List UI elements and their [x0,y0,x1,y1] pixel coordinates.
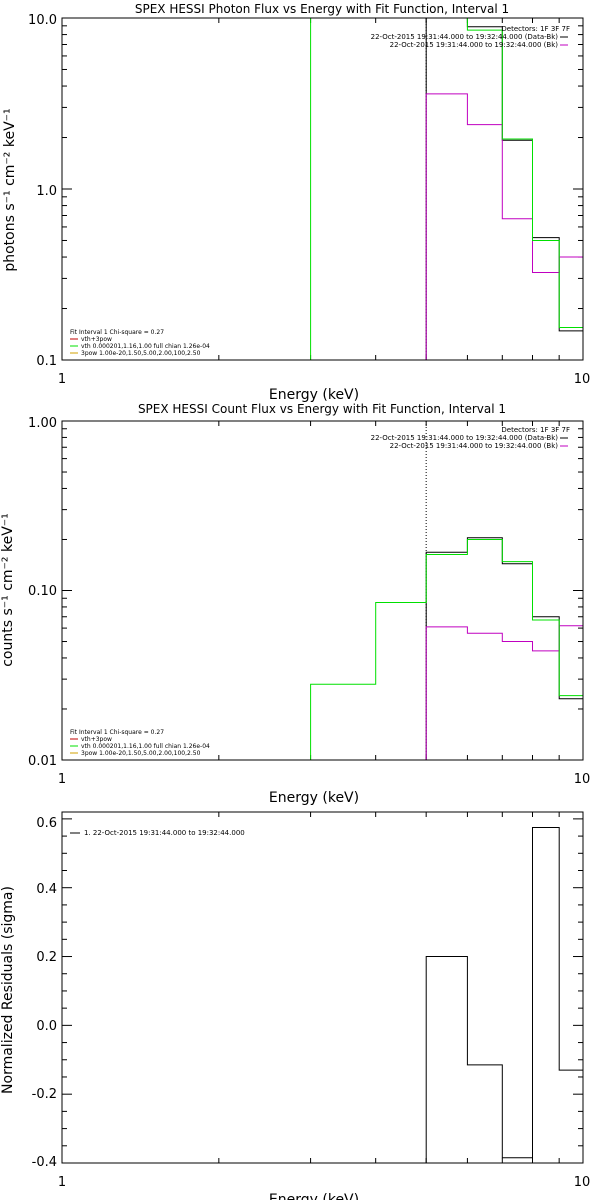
residuals-ytick-label: -0.4 [32,1155,57,1170]
photon-legend-model: vth+3pow [81,336,112,343]
count-annotation-detectors: Detectors: 1F 3F 7F [501,426,570,434]
count-annotation-bk: 22-Oct-2015 19:31:44.000 to 19:32:44.000… [390,442,559,450]
photon-ytick-label: 10.0 [28,13,57,28]
residuals-plot-frame [61,811,584,1164]
residuals-ytick-label: 0.0 [36,1019,57,1034]
count-x-axis-label: Energy (keV) [269,790,359,806]
residuals-y-axis-label: Normalized Residuals (sigma) [0,886,16,1094]
count-xtick-label: 1 [58,772,66,787]
count-y-axis-label: counts s⁻¹ cm⁻² keV⁻¹ [0,513,16,667]
count-background-series [425,625,584,760]
count-chart-title: SPEX HESSI Count Flux vs Energy with Fit… [138,402,506,416]
count-model-series [310,539,584,760]
photon-legend-fit-interval: Fit Interval 1 Chi-square = 0.27 [70,329,164,336]
count-legend-3pow: 3pow 1.00e-20,1.50,5.00,2.00,100,2.50 [81,750,201,757]
photon-xtick-label: 1 [58,372,66,387]
count-flux-panel: SPEX HESSI Count Flux vs Energy with Fit… [0,402,590,806]
residuals-ytick-label: -0.2 [32,1087,57,1102]
residuals-legend-entry: 1. 22-Oct-2015 19:31:44.000 to 19:32:44.… [84,829,245,837]
count-ytick-label: 1.00 [28,416,57,431]
photon-ytick-label: 1.0 [36,184,57,199]
count-ytick-label: 0.10 [28,584,57,599]
photon-flux-panel: SPEX HESSI Photon Flux vs Energy with Fi… [2,2,590,403]
residuals-x-axis-label: Energy (keV) [269,1192,359,1200]
photon-annotation-data-bk: 22-Oct-2015 19:31:44.000 to 19:32:44.000… [371,33,559,41]
count-data-series [425,537,584,760]
photon-xtick-label: 10 [574,372,591,387]
count-legend-fit-interval: Fit Interval 1 Chi-square = 0.27 [70,729,164,736]
count-legend-model: vth+3pow [81,736,112,743]
count-legend-vth: vth 0.000201,1.16,1.00 full chian 1.26e-… [81,743,210,750]
photon-annotation-bk: 22-Oct-2015 19:31:44.000 to 19:32:44.000… [390,41,559,49]
residuals-ytick-label: 0.4 [36,882,57,897]
photon-y-axis-label: photons s⁻¹ cm⁻² keV⁻¹ [2,108,18,271]
count-annotation-data-bk: 22-Oct-2015 19:31:44.000 to 19:32:44.000… [371,434,559,442]
residuals-ytick-label: 0.6 [36,816,57,831]
photon-annotation-detectors: Detectors: 1F 3F 7F [501,25,570,33]
residuals-xtick-label: 1 [58,1175,66,1190]
residuals-data-series [425,827,584,1163]
photon-background-series [425,93,584,360]
photon-legend-vth: vth 0.000201,1.16,1.00 full chian 1.26e-… [81,343,210,350]
photon-x-axis-label: Energy (keV) [269,387,359,403]
photon-legend-3pow: 3pow 1.00e-20,1.50,5.00,2.00,100,2.50 [81,350,201,357]
photon-chart-title: SPEX HESSI Photon Flux vs Energy with Fi… [135,2,509,16]
residuals-xtick-label: 10 [574,1175,591,1190]
count-ytick-label: 0.01 [28,754,57,769]
photon-plot-frame [61,17,584,361]
residuals-panel: 0.6 0.4 0.2 0.0 -0.2 -0.4 1 10 Energy (k… [0,811,591,1200]
count-plot-frame [61,420,584,761]
photon-ytick-label: 0.1 [36,354,57,369]
count-xtick-label: 10 [574,772,591,787]
residuals-ytick-label: 0.2 [36,950,57,965]
photon-model-series [310,17,584,360]
